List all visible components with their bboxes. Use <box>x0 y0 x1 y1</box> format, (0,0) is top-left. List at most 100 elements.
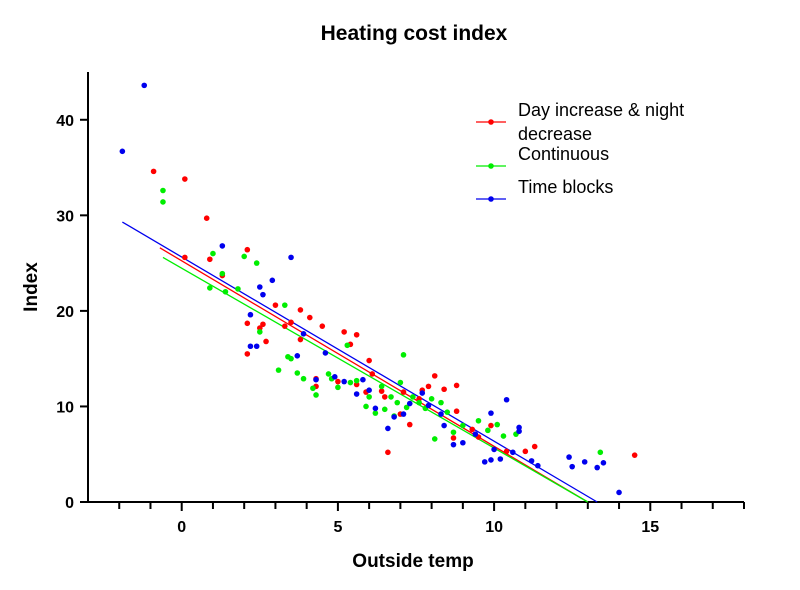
data-point <box>319 323 326 329</box>
data-point <box>244 320 251 327</box>
data-point <box>272 302 279 308</box>
data-point <box>406 421 413 428</box>
data-point <box>391 414 397 420</box>
data-point <box>372 405 379 412</box>
data-point <box>219 243 226 249</box>
data-point <box>410 394 416 400</box>
data-point <box>453 408 460 415</box>
data-point <box>425 383 432 390</box>
data-point <box>460 439 466 446</box>
data-point <box>341 378 347 385</box>
data-point <box>403 404 410 411</box>
x-tick-label: 5 <box>333 519 342 536</box>
data-point <box>288 254 294 261</box>
data-point <box>282 302 288 308</box>
series-points <box>119 82 622 496</box>
data-point <box>400 352 407 358</box>
data-point <box>366 394 372 400</box>
data-point <box>497 456 504 462</box>
data-point <box>306 314 313 321</box>
data-point <box>269 277 276 284</box>
data-point <box>594 464 600 471</box>
data-point <box>253 260 260 266</box>
data-point <box>344 342 351 349</box>
data-point <box>378 388 385 394</box>
y-axis-label: Index <box>21 262 42 312</box>
data-point <box>294 353 301 359</box>
data-point <box>441 422 447 429</box>
legend-item: Continuous <box>476 144 609 169</box>
data-point <box>491 446 497 453</box>
data-point <box>247 311 254 318</box>
data-point <box>325 371 332 377</box>
data-point <box>360 376 366 383</box>
data-point <box>257 329 263 335</box>
data-point <box>453 382 460 389</box>
data-point <box>419 390 426 396</box>
data-point <box>441 386 447 393</box>
data-point <box>406 400 413 407</box>
data-point <box>294 370 301 376</box>
data-point <box>182 176 188 182</box>
chart-title: Heating cost index <box>321 22 508 45</box>
data-point <box>388 394 394 400</box>
x-tick-label: 15 <box>641 519 659 536</box>
data-point <box>263 338 269 345</box>
data-point <box>425 402 432 409</box>
data-point <box>631 452 638 458</box>
data-point <box>353 377 360 384</box>
data-point <box>241 253 247 260</box>
data-point <box>244 351 251 357</box>
data-point <box>431 436 438 442</box>
data-points <box>119 82 638 496</box>
data-point <box>119 148 126 155</box>
data-point <box>400 411 407 417</box>
data-point <box>569 463 575 470</box>
data-point <box>282 323 288 329</box>
data-point <box>431 373 438 379</box>
data-point <box>450 429 457 436</box>
legend-label: decrease <box>518 124 592 144</box>
data-point <box>372 410 379 416</box>
data-point <box>335 378 341 385</box>
data-point <box>581 459 588 465</box>
data-point <box>335 384 341 391</box>
data-point <box>469 426 476 433</box>
data-point <box>288 355 294 362</box>
data-point <box>510 449 516 456</box>
data-point <box>385 449 391 456</box>
legend-swatch-marker <box>488 196 494 202</box>
data-point <box>597 449 604 456</box>
data-point <box>394 399 401 406</box>
data-point <box>378 383 385 390</box>
x-tick-label: 10 <box>485 519 503 536</box>
data-point <box>150 168 157 175</box>
data-point <box>160 187 166 194</box>
legend-item: Time blocks <box>476 177 613 202</box>
data-point <box>210 250 216 257</box>
data-point <box>353 391 360 397</box>
data-point <box>400 389 407 395</box>
data-point <box>288 319 294 326</box>
x-tick-label: 0 <box>177 519 186 536</box>
data-point <box>310 385 316 392</box>
data-point <box>297 307 304 313</box>
legend-item: Day increase & night decrease <box>476 100 684 144</box>
legend-swatch-marker <box>488 119 494 125</box>
data-point <box>366 387 372 394</box>
data-point <box>460 422 466 429</box>
data-point <box>488 422 494 429</box>
data-point <box>297 336 304 343</box>
series-points <box>160 187 604 456</box>
data-point <box>275 367 282 373</box>
data-point <box>300 375 307 382</box>
data-point <box>313 376 319 383</box>
data-point <box>438 411 444 417</box>
data-point <box>522 448 529 455</box>
trend-line <box>122 221 598 503</box>
data-point <box>253 343 260 350</box>
y-tick-label: 20 <box>56 304 74 321</box>
legend-label: Day increase & night <box>518 100 684 120</box>
